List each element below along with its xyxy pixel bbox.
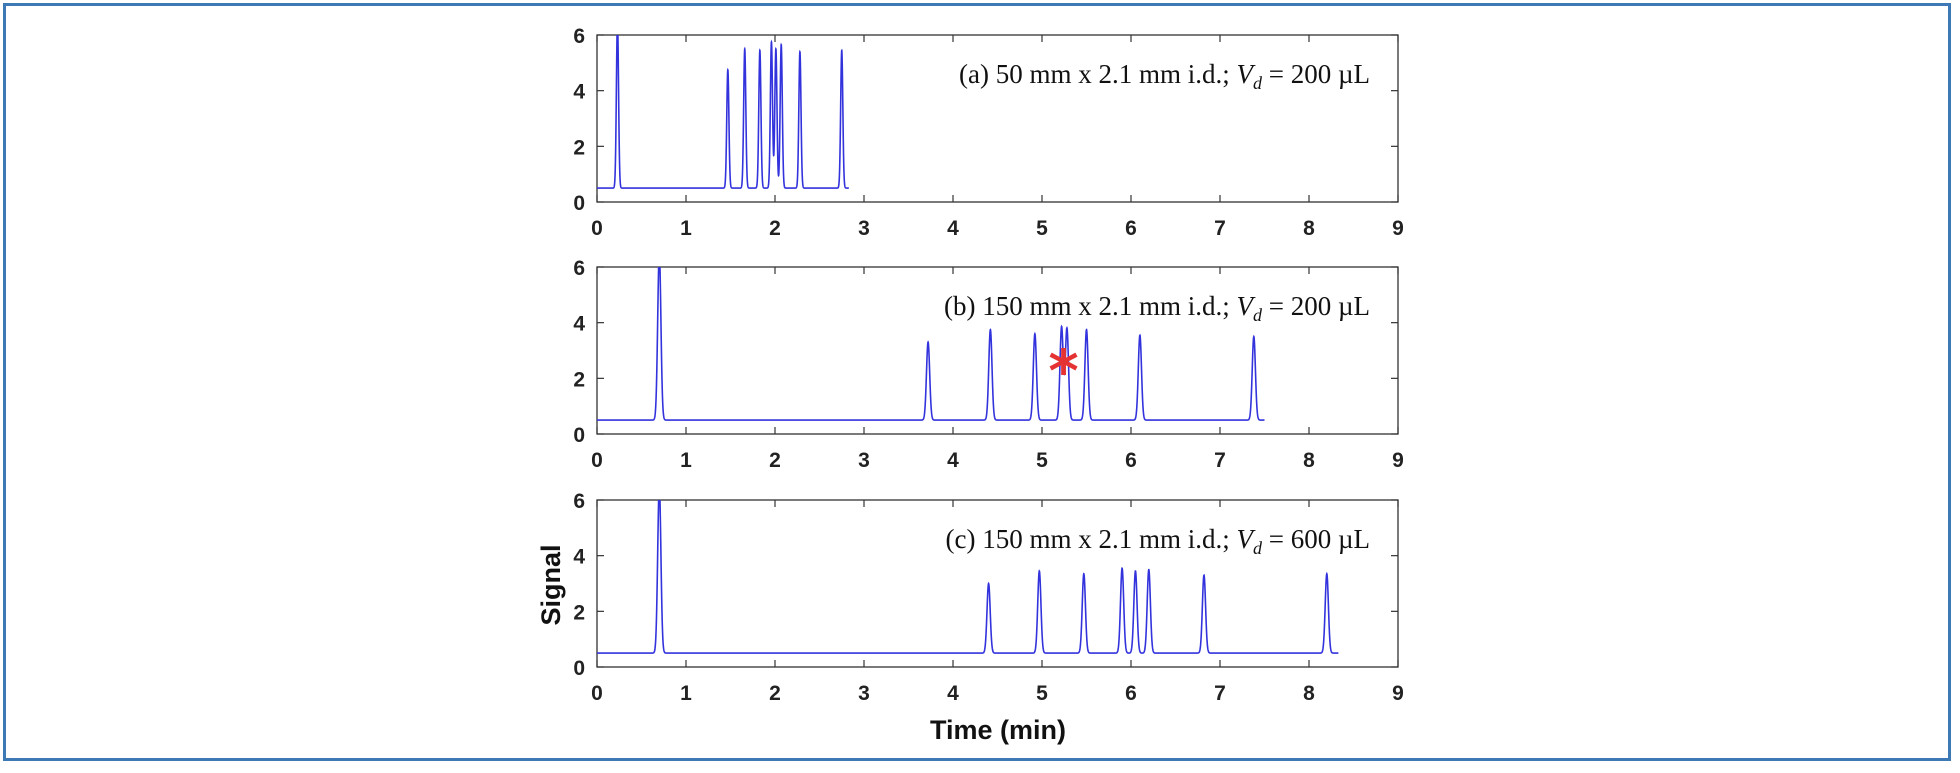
x-tick-label: 5 bbox=[1036, 449, 1048, 472]
y-axis-label: Signal bbox=[536, 544, 566, 625]
panel-b: 0 1 2 3 4 5 6 7 8 9 0 2 4 6 (b) 150 mm x 2.1 mm i.d.; … bbox=[573, 257, 1404, 472]
panel-annotation: (c) 150 mm x 2.1 mm i.d.; Vd = 600 µL bbox=[945, 524, 1370, 558]
annotation-suffix: = 200 µL bbox=[1262, 291, 1370, 321]
x-tick-label: 9 bbox=[1392, 449, 1404, 472]
annotation-subscript: d bbox=[1253, 538, 1263, 558]
annotation-variable: V bbox=[1236, 59, 1256, 89]
x-tick-label: 7 bbox=[1214, 449, 1226, 472]
y-tick-label: 6 bbox=[573, 490, 585, 513]
plot-area-border bbox=[596, 34, 1399, 203]
y-tick-label: 2 bbox=[573, 136, 585, 159]
x-tick-label: 7 bbox=[1214, 217, 1226, 240]
x-tick-label: 4 bbox=[947, 217, 959, 240]
asterisk-marker: * bbox=[1048, 337, 1078, 405]
x-tick-label: 5 bbox=[1036, 682, 1048, 705]
signal-trace bbox=[597, 267, 1265, 421]
x-tick-label: 4 bbox=[947, 449, 959, 472]
x-tick-label: 7 bbox=[1214, 682, 1226, 705]
y-tick-label: 4 bbox=[573, 313, 585, 336]
annotation-suffix: = 600 µL bbox=[1262, 524, 1370, 554]
y-tick-label: 6 bbox=[573, 257, 585, 280]
panel-annotation: (b) 150 mm x 2.1 mm i.d.; Vd = 200 µL bbox=[944, 291, 1370, 325]
x-tick-label: 8 bbox=[1303, 682, 1315, 705]
x-tick-label: 9 bbox=[1392, 217, 1404, 240]
annotation-prefix: (c) 150 mm x 2.1 mm i.d.; bbox=[945, 524, 1236, 554]
annotation-variable: V bbox=[1236, 291, 1256, 321]
x-tick-label: 3 bbox=[858, 449, 870, 472]
figure-frame bbox=[3, 3, 1951, 761]
x-tick-label: 1 bbox=[680, 217, 692, 240]
x-tick-label: 8 bbox=[1303, 449, 1315, 472]
annotation-suffix: = 200 µL bbox=[1262, 59, 1370, 89]
y-tick-label: 2 bbox=[573, 601, 585, 624]
y-tick-label: 0 bbox=[573, 424, 585, 447]
x-tick-label: 2 bbox=[769, 449, 781, 472]
x-tick-label: 4 bbox=[947, 682, 959, 705]
x-tick-label: 9 bbox=[1392, 682, 1404, 705]
y-tick-label: 4 bbox=[573, 546, 585, 569]
x-tick-label: 0 bbox=[591, 217, 603, 240]
panel-a: 0 1 2 3 4 5 6 7 8 9 0 2 4 6 (a) 50 mm x 2.1 mm i.d.; V… bbox=[573, 25, 1404, 240]
annotation-prefix: (b) 150 mm x 2.1 mm i.d.; bbox=[944, 291, 1237, 321]
signal-trace bbox=[597, 35, 849, 189]
x-tick-label: 0 bbox=[591, 682, 603, 705]
x-tick-label: 3 bbox=[858, 682, 870, 705]
x-tick-label: 6 bbox=[1125, 682, 1137, 705]
x-tick-label: 0 bbox=[591, 449, 603, 472]
plot-area-border bbox=[596, 266, 1399, 435]
annotation-subscript: d bbox=[1253, 305, 1263, 325]
x-tick-label: 1 bbox=[680, 449, 692, 472]
x-axis-label: Time (min) bbox=[930, 715, 1066, 745]
signal-trace bbox=[597, 500, 1339, 654]
x-tick-label: 3 bbox=[858, 217, 870, 240]
y-tick-label: 0 bbox=[573, 192, 585, 215]
panel-annotation: (a) 50 mm x 2.1 mm i.d.; Vd = 200 µL bbox=[959, 59, 1370, 93]
x-tick-label: 2 bbox=[769, 682, 781, 705]
annotation-variable: V bbox=[1236, 524, 1256, 554]
x-tick-label: 6 bbox=[1125, 217, 1137, 240]
x-tick-label: 1 bbox=[680, 682, 692, 705]
y-tick-label: 4 bbox=[573, 81, 585, 104]
y-tick-label: 0 bbox=[573, 657, 585, 680]
annotation-subscript: d bbox=[1253, 73, 1263, 93]
x-tick-label: 6 bbox=[1125, 449, 1137, 472]
panel-c: 0 1 2 3 4 5 6 7 8 9 0 2 4 6 (c) 150 mm x 2.1 mm i.d.; … bbox=[573, 490, 1404, 705]
annotation-prefix: (a) 50 mm x 2.1 mm i.d.; bbox=[959, 59, 1236, 89]
plot-area-border bbox=[596, 499, 1399, 668]
x-tick-label: 5 bbox=[1036, 217, 1048, 240]
x-tick-label: 2 bbox=[769, 217, 781, 240]
y-tick-label: 6 bbox=[573, 25, 585, 48]
y-tick-label: 2 bbox=[573, 368, 585, 391]
x-tick-label: 8 bbox=[1303, 217, 1315, 240]
